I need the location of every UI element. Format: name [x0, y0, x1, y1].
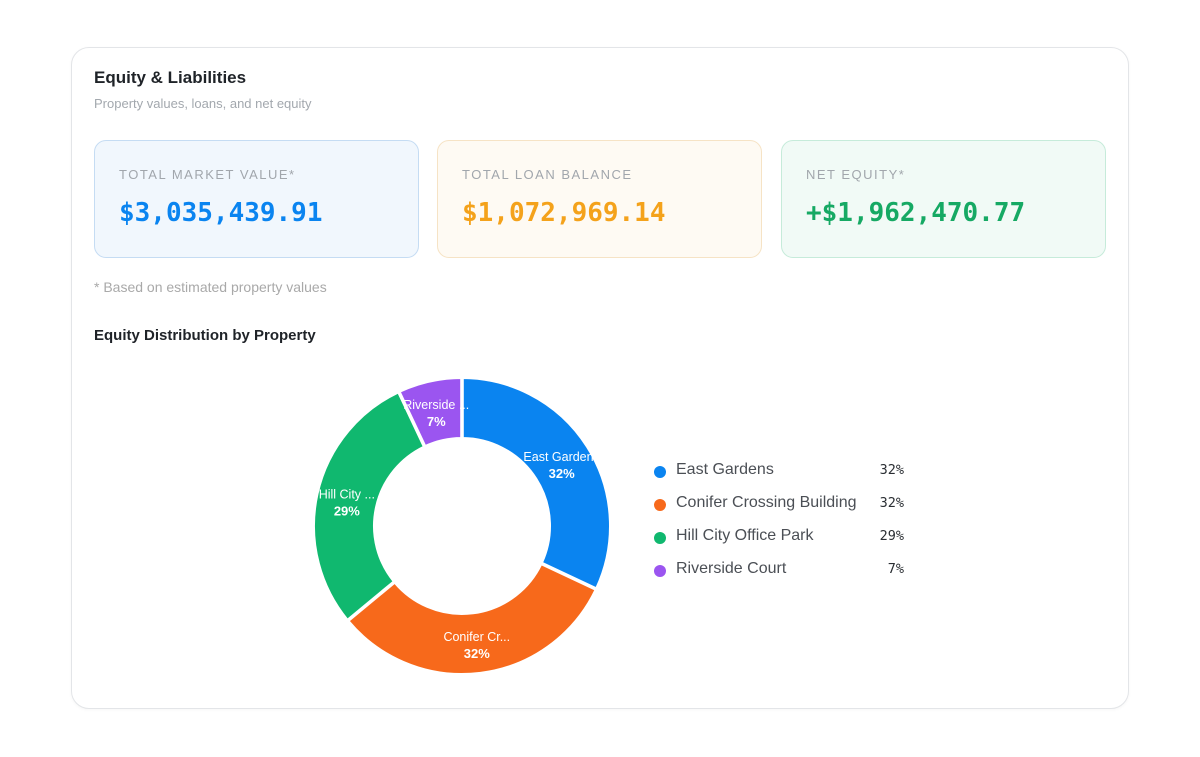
slice-value-hill-city-office-park: 29% [334, 503, 360, 518]
slice-east-gardens[interactable] [461, 376, 611, 590]
legend-value: 32% [879, 495, 904, 511]
net-equity-amount: +$1,962,470.77 [806, 198, 1026, 228]
chart-legend: East Gardens 32% Conifer Crossing Building… [654, 461, 904, 593]
loan-balance-amount: $1,072,969.14 [462, 198, 666, 228]
loan-balance-stat: TOTAL LOAN BALANCE $1,072,969.14 [437, 140, 762, 258]
legend-item-east-gardens[interactable]: East Gardens 32% [654, 461, 904, 494]
legend-label: Conifer Crossing Building [676, 494, 857, 511]
slice-riverside-court[interactable] [398, 376, 463, 448]
market-value-label: TOTAL MARKET VALUE* [119, 167, 296, 182]
legend-item-riverside-court[interactable]: Riverside Court 7% [654, 560, 904, 593]
slice-label-riverside-court: Riverside ... [403, 398, 469, 412]
slice-value-east-gardens: 32% [549, 466, 575, 481]
legend-item-conifer-crossing-building[interactable]: Conifer Crossing Building 32% [654, 494, 904, 527]
legend-label: Riverside Court [676, 560, 787, 577]
legend-value: 7% [887, 561, 904, 577]
legend-label: East Gardens [676, 461, 774, 478]
slice-value-riverside-court: 7% [427, 414, 446, 429]
card-title: Equity & Liabilities [94, 68, 247, 87]
footnote: * Based on estimated property values [94, 279, 327, 295]
net-equity-stat: NET EQUITY* +$1,962,470.77 [781, 140, 1106, 258]
slice-label-hill-city-office-park: Hill City ... [319, 487, 375, 501]
legend-value: 32% [879, 462, 904, 478]
legend-label: Hill City Office Park [676, 527, 814, 544]
equity-liabilities-card: Equity & Liabilities Property values, lo… [71, 47, 1129, 709]
card-subtitle: Property values, loans, and net equity [94, 96, 312, 111]
legend-dot-icon [654, 466, 666, 478]
slice-hill-city-office-park[interactable] [313, 391, 426, 622]
legend-item-hill-city-office-park[interactable]: Hill City Office Park 29% [654, 527, 904, 560]
slice-label-conifer-crossing-building: Conifer Cr... [443, 630, 510, 644]
loan-balance-label: TOTAL LOAN BALANCE [462, 167, 633, 182]
slice-label-east-gardens: East Gardens [523, 450, 599, 464]
legend-dot-icon [654, 532, 666, 544]
equity-donut-chart: East Gardens 32% Conifer Cr... 32% Hill City… [313, 376, 611, 675]
slice-value-conifer-crossing-building: 32% [464, 646, 490, 661]
legend-dot-icon [654, 499, 666, 511]
market-value-stat: TOTAL MARKET VALUE* $3,035,439.91 [94, 140, 419, 258]
net-equity-label: NET EQUITY* [806, 167, 906, 182]
slice-conifer-crossing-building[interactable] [347, 562, 597, 675]
legend-dot-icon [654, 565, 666, 577]
market-value-amount: $3,035,439.91 [119, 198, 323, 228]
section-title: Equity Distribution by Property [94, 327, 316, 344]
legend-value: 29% [879, 528, 904, 544]
